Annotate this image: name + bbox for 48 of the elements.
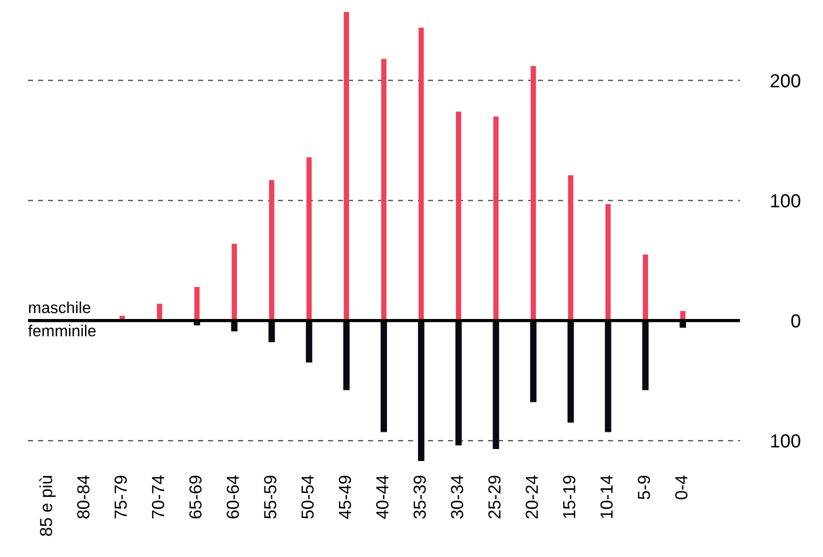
bar bbox=[269, 180, 274, 321]
x-tick-label: 35-39 bbox=[414, 476, 426, 519]
x-tick-label: 60-64 bbox=[226, 475, 239, 518]
bar bbox=[418, 320, 424, 461]
bar bbox=[568, 175, 574, 321]
bar bbox=[232, 244, 237, 321]
x-tick-label: 30-34 bbox=[450, 475, 464, 519]
bar bbox=[568, 320, 574, 423]
bar bbox=[604, 320, 612, 432]
bar bbox=[268, 320, 275, 342]
x-tick-label: 55-59 bbox=[264, 476, 276, 519]
x-tick-label: 10-14 bbox=[600, 475, 613, 518]
bar bbox=[605, 204, 611, 321]
annotation: femminile bbox=[28, 324, 96, 336]
x-tick-label: 65-69 bbox=[189, 476, 202, 518]
bar bbox=[344, 12, 350, 321]
bar bbox=[418, 28, 424, 321]
bar bbox=[306, 157, 312, 321]
bar bbox=[642, 320, 649, 390]
y-tick-label: 100 bbox=[771, 434, 800, 448]
x-tick-label: 75-79 bbox=[114, 476, 127, 518]
bar bbox=[380, 320, 387, 432]
bar bbox=[455, 320, 462, 446]
y-tick-label: 0 bbox=[791, 314, 800, 328]
x-tick-label: 85 e più bbox=[39, 476, 56, 536]
bar bbox=[493, 116, 499, 321]
bar bbox=[381, 58, 386, 321]
y-tick-label: 100 bbox=[771, 194, 800, 208]
x-tick-label: 15-19 bbox=[563, 476, 576, 518]
x-tick-label: 70-74 bbox=[152, 475, 164, 518]
bar bbox=[642, 254, 648, 321]
bar bbox=[530, 66, 536, 321]
bar bbox=[456, 112, 462, 321]
bar bbox=[492, 320, 500, 449]
annotation: maschile bbox=[29, 301, 90, 314]
x-tick-label: 20-24 bbox=[526, 475, 538, 518]
x-tick-label: 5-9 bbox=[638, 476, 650, 500]
bar bbox=[530, 320, 536, 402]
x-tick-label: 45-49 bbox=[338, 476, 352, 519]
bar bbox=[343, 320, 350, 390]
x-tick-label: 25-29 bbox=[488, 476, 501, 518]
bar bbox=[306, 320, 312, 363]
y-tick-label: 200 bbox=[770, 74, 800, 88]
x-tick-label: 0-4 bbox=[675, 475, 688, 500]
bar bbox=[194, 286, 200, 321]
x-tick-label: 40-44 bbox=[376, 475, 388, 519]
x-tick-label: 80-84 bbox=[77, 475, 90, 519]
x-tick-label: 50-54 bbox=[301, 475, 314, 519]
